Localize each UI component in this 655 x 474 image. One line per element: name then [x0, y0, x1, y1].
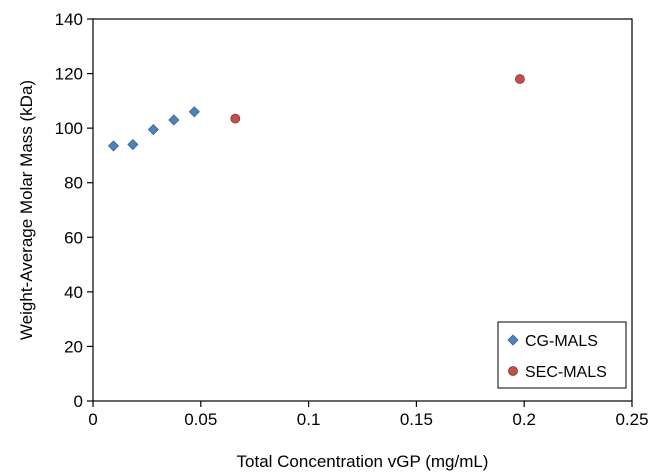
x-tick-label: 0.2	[512, 410, 536, 429]
x-tick-label: 0.25	[615, 410, 648, 429]
legend-box	[497, 321, 627, 389]
x-axis: 0 0.05 0.1 0.15 0.2 0.25	[88, 401, 649, 429]
x-tick-label: 0.15	[400, 410, 433, 429]
cg-mals-point	[107, 140, 120, 152]
legend: CG-MALS SEC-MALS	[497, 321, 627, 389]
y-tick-label: 140	[55, 10, 83, 29]
legend-marker	[507, 334, 519, 346]
y-tick-label: 80	[64, 174, 83, 193]
legend-marker	[508, 366, 518, 376]
x-tick-label: 0.05	[184, 410, 217, 429]
y-tick-label: 120	[55, 65, 83, 84]
cg-mals-point	[147, 123, 159, 136]
cg-mals-point	[127, 138, 139, 151]
y-axis: 0 20 40 60 80 100 120 140	[55, 10, 93, 411]
cg-mals-point	[188, 106, 200, 118]
y-tick-label: 100	[55, 119, 83, 138]
cg-mals-point	[168, 114, 180, 126]
data-points	[107, 74, 525, 152]
legend-label: CG-MALS	[525, 333, 598, 350]
x-axis-title: Total Concentration vGP (mg/mL)	[237, 452, 489, 471]
sec-mals-point	[230, 113, 241, 124]
y-axis-title: Weight-Average Molar Mass (kDa)	[17, 80, 36, 340]
y-tick-label: 60	[64, 228, 83, 247]
y-tick-label: 40	[64, 283, 83, 302]
sec-mals-point	[514, 74, 525, 84]
y-tick-label: 0	[74, 392, 83, 411]
y-tick-label: 20	[64, 337, 83, 356]
legend-label: SEC-MALS	[525, 364, 607, 381]
x-tick-label: 0	[88, 410, 97, 429]
x-tick-label: 0.1	[297, 410, 321, 429]
